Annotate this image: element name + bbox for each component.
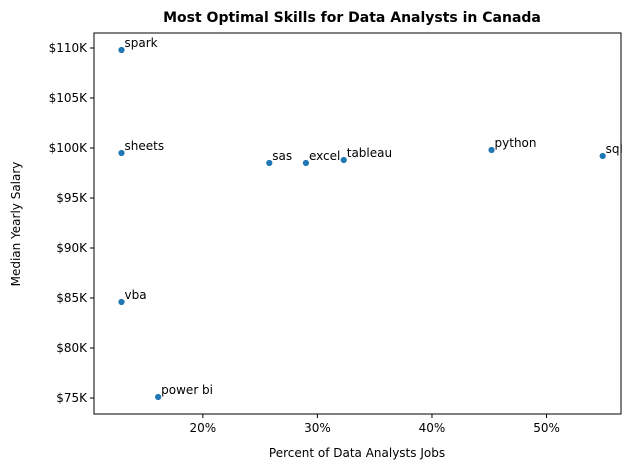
- data-point: [117, 46, 126, 54]
- data-point: [598, 152, 607, 160]
- data-point: [302, 159, 310, 167]
- y-tick-label: $80K: [56, 341, 88, 355]
- data-point-label: vba: [124, 288, 146, 302]
- plot-area: [93, 32, 622, 415]
- data-point-label: sheets: [124, 139, 164, 153]
- y-axis-label: Median Yearly Salary: [9, 162, 23, 287]
- data-point-label: power bi: [161, 383, 213, 397]
- y-tick-label: $105K: [49, 91, 89, 105]
- data-point: [117, 149, 126, 157]
- y-axis: $75K $80K $85K $90K $95K $100K $105K $110K: [49, 41, 94, 405]
- y-tick-label: $100K: [49, 141, 89, 155]
- data-points: [117, 46, 607, 401]
- x-tick-label: 50%: [533, 421, 560, 435]
- x-axis: 20% 30% 40% 50%: [190, 414, 560, 435]
- data-point-label: spark: [124, 36, 157, 50]
- plot-frame: [93, 32, 622, 415]
- x-tick-label: 30%: [304, 421, 331, 435]
- x-tick-label: 40%: [419, 421, 446, 435]
- data-point-label: sas: [272, 149, 292, 163]
- y-tick-label: $75K: [56, 391, 88, 405]
- data-point-label: excel: [309, 149, 340, 163]
- y-tick-label: $85K: [56, 291, 88, 305]
- data-point-label: sql: [606, 142, 623, 156]
- y-tick-label: $90K: [56, 241, 88, 255]
- x-tick-label: 20%: [190, 421, 217, 435]
- data-point-label: python: [495, 136, 537, 150]
- x-axis-label: Percent of Data Analysts Jobs: [269, 446, 445, 460]
- data-point: [154, 393, 162, 401]
- data-point: [265, 159, 273, 167]
- data-point: [487, 146, 496, 154]
- chart-title: Most Optimal Skills for Data Analysts in…: [163, 10, 541, 26]
- data-point: [340, 156, 348, 164]
- data-point-label: tableau: [347, 146, 392, 160]
- y-tick-label: $95K: [56, 191, 88, 205]
- y-tick-label: $110K: [49, 41, 89, 55]
- data-point-labels: spark sheets vba power bi sas excel tableau pyt…: [124, 36, 622, 397]
- data-point: [117, 298, 126, 306]
